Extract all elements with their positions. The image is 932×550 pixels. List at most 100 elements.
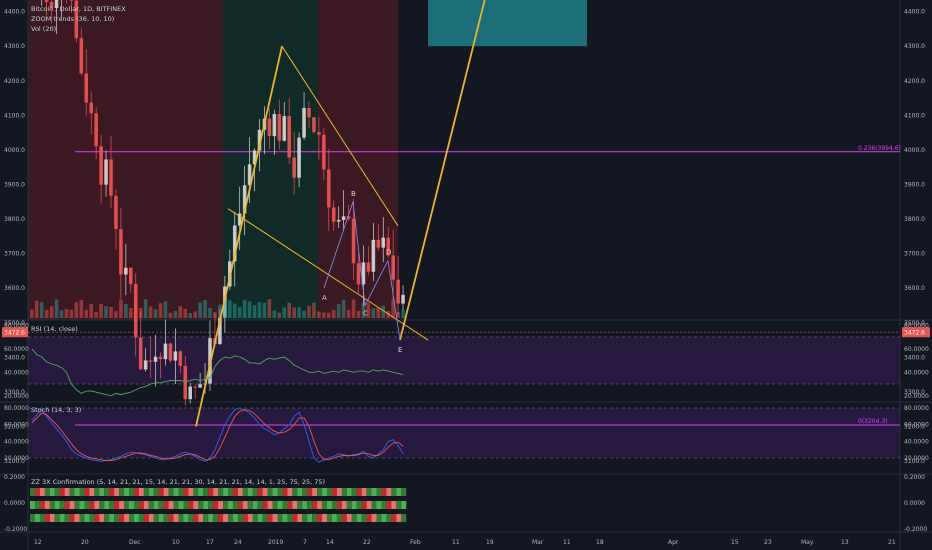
volume-bar [322, 312, 326, 318]
price-tick-right: 4100.0 [904, 112, 925, 119]
zz-cell [158, 514, 164, 522]
zz-cell [64, 488, 70, 496]
candle-body [336, 219, 341, 222]
candle-body [267, 118, 272, 137]
zz-cell [336, 514, 342, 522]
zz-cell [307, 501, 313, 509]
price-tick-left: 3600.0 [4, 285, 25, 292]
volume-bar [173, 310, 178, 318]
zz-cell [119, 501, 125, 509]
candle-body [79, 38, 84, 74]
stoch-d-line [31, 409, 404, 461]
volume-bar [109, 306, 113, 318]
zz-cell [94, 488, 100, 496]
candle-body [242, 185, 247, 214]
zz-cell [188, 501, 194, 509]
zz-cell [391, 488, 397, 496]
zz-cell [173, 501, 179, 509]
zz-cell [49, 501, 55, 509]
zz-cell [232, 514, 238, 522]
wedge-lower-line [227, 208, 429, 341]
zz-cell [356, 501, 362, 509]
time-tick: 11 [563, 539, 571, 546]
zz-cell [54, 514, 60, 522]
abcde-segment [387, 260, 401, 341]
zz-cell [277, 501, 283, 509]
zz-cell [351, 501, 357, 509]
zz-cell [257, 501, 263, 509]
time-tick: Dec [129, 539, 141, 546]
volume-bar [307, 305, 311, 318]
zz-cell [396, 514, 402, 522]
zz-tick-left: -0.2000 [4, 526, 27, 533]
time-tick: Apr [668, 539, 679, 546]
rsi-tick-left: 60.0000 [4, 346, 29, 353]
zz-cell [163, 488, 169, 496]
zz-cell [208, 514, 214, 522]
zz-cell [237, 488, 243, 496]
zz-cell [341, 501, 347, 509]
candle-body [317, 132, 321, 135]
zz-cell [79, 514, 85, 522]
price-tick-left: 3100.0 [4, 458, 25, 465]
volume-bar [218, 304, 222, 318]
zz-cell [198, 501, 204, 509]
zz-cell [228, 488, 233, 496]
zz-cell [94, 514, 100, 522]
candle-body [287, 116, 291, 158]
volume-bar [34, 300, 39, 318]
zz-cell [119, 488, 125, 496]
zz-cell [39, 514, 45, 522]
candle-body [386, 237, 390, 256]
zz-cell [237, 514, 243, 522]
volume-bar [272, 310, 277, 318]
zz-cell [247, 514, 253, 522]
volume-bar [252, 305, 257, 318]
price-tick-right: 3800.0 [904, 216, 925, 223]
zz-cell [173, 514, 179, 522]
zz-cell [327, 501, 332, 509]
zz-cell [302, 488, 308, 496]
volume-bar [203, 299, 207, 318]
zz-cell [381, 501, 387, 509]
zz-cell [356, 514, 362, 522]
rsi-label: RSI (14, close) [31, 325, 78, 333]
candle-body [119, 229, 123, 275]
zz-cell [163, 514, 169, 522]
price-tick-left: 3800.0 [4, 216, 25, 223]
zz-cell [322, 501, 328, 509]
candle-body [282, 116, 287, 141]
time-tick: 20 [81, 539, 89, 546]
target-box [428, 0, 587, 47]
price-tick-right: 4200.0 [904, 78, 925, 85]
zz-cell [168, 514, 174, 522]
zz-cell [39, 488, 45, 496]
zz-cell [242, 488, 248, 496]
zz-cell [401, 488, 407, 496]
price-tick-right: 3500.0 [904, 320, 925, 327]
zz-cell [114, 501, 120, 509]
candle-body [104, 159, 108, 185]
zz-cell [371, 488, 377, 496]
zz-cell [188, 514, 194, 522]
zz-cell [277, 488, 283, 496]
zz-cell [30, 501, 35, 509]
volume-bar [119, 299, 123, 318]
volume-bar [54, 299, 59, 318]
volume-bar [312, 302, 316, 318]
zz-cell [109, 488, 115, 496]
time-tick: 19 [486, 539, 494, 546]
volume-bar [213, 312, 217, 318]
stoch-tick-right: 60.0000 [904, 422, 929, 429]
volume-bar [356, 310, 361, 318]
price-tick-right: 4400.0 [904, 9, 925, 16]
zz-cell [267, 488, 273, 496]
zz-cell [124, 488, 130, 496]
price-tick-left: 4100.0 [4, 112, 25, 119]
candle-body [307, 108, 311, 118]
candle-body [351, 218, 356, 264]
volume-bar [188, 312, 192, 318]
zz-cell [148, 514, 154, 522]
zz-cell [252, 501, 258, 509]
